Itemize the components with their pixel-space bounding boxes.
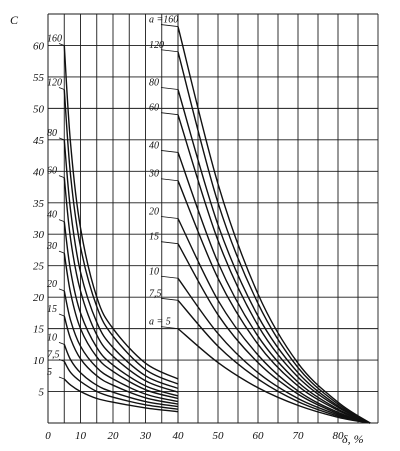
x-tick-label: 30 <box>139 430 152 442</box>
curve-label-left-2: 80 <box>47 128 57 139</box>
curve-label-left-1: 120 <box>47 78 62 89</box>
curve-left-5 <box>63 252 179 400</box>
curve-label-right-2: 80 <box>149 78 159 89</box>
curve-label-left-9: 7,5 <box>47 349 60 360</box>
curve-left-3 <box>63 177 179 393</box>
curve-label-left-6: 20 <box>47 279 57 290</box>
curve-right-7 <box>177 243 371 424</box>
label-leader <box>160 241 179 245</box>
curve-labels: 160 120 80 60 40 30 20 15 10 7,5 5 a =160 120 80 60 40 3… <box>46 15 179 380</box>
curve-left-1 <box>63 89 179 385</box>
curve-label-right-6: 20 <box>149 207 159 218</box>
curve-label-right-8: 10 <box>149 266 159 277</box>
curve-right-8 <box>177 277 371 424</box>
label-leader <box>160 112 179 116</box>
curve-right-2 <box>177 89 371 424</box>
curve-label-left-7: 15 <box>47 304 57 315</box>
x-tick-label: 0 <box>45 430 51 442</box>
curve-label-right-1: 120 <box>149 40 164 51</box>
label-leader <box>58 137 65 141</box>
curve-label-right-4: 40 <box>149 140 159 151</box>
curve-right-0 <box>177 26 371 424</box>
label-leader <box>58 376 65 380</box>
curve-label-left-0: 160 <box>47 33 62 44</box>
x-tick-label: 60 <box>253 430 265 442</box>
label-leader <box>58 43 65 46</box>
curve-left-10 <box>63 378 179 413</box>
curve-label-right-10: a = 5 <box>149 317 171 328</box>
y-tick-label: 35 <box>32 198 45 210</box>
curve-left-4 <box>63 221 179 397</box>
label-leader <box>160 216 179 219</box>
curves <box>63 26 371 424</box>
curve-left-6 <box>63 290 179 403</box>
label-leader <box>58 358 65 362</box>
y-tick-label: 20 <box>33 292 45 304</box>
label-leader <box>58 313 65 317</box>
curve-left-9 <box>63 360 179 410</box>
curve-right-1 <box>177 51 371 424</box>
x-tick-label: 10 <box>75 430 87 442</box>
x-tick-label: 20 <box>108 430 120 442</box>
x-tick-label: 50 <box>213 430 225 442</box>
curve-right-9 <box>177 299 371 424</box>
curve-left-8 <box>63 344 179 408</box>
curve-label-left-5: 30 <box>46 241 57 252</box>
y-tick-label: 30 <box>32 229 45 241</box>
label-leader <box>58 219 65 223</box>
x-tick-label: 80 <box>333 430 345 442</box>
y-tick-label: 45 <box>33 135 45 147</box>
curve-label-left-4: 40 <box>47 210 57 221</box>
label-leader <box>58 341 65 345</box>
y-tick-label: 5 <box>39 387 45 399</box>
label-leader <box>160 178 179 182</box>
curve-left-7 <box>63 315 179 405</box>
y-tick-label: 10 <box>33 355 45 367</box>
label-leader <box>160 150 179 153</box>
x-tick-label: 40 <box>173 430 185 442</box>
curve-left-0 <box>63 45 179 380</box>
x-axis-label: δ, % <box>342 432 364 446</box>
curve-label-right-7: 15 <box>149 232 159 243</box>
curve-label-right-9: 7,5 <box>149 288 162 299</box>
curve-label-left-3: 60 <box>47 166 57 177</box>
curve-left-2 <box>63 139 179 390</box>
label-leader <box>58 175 65 178</box>
curve-label-right-5: 30 <box>148 169 159 180</box>
curve-right-10 <box>177 328 371 424</box>
curve-right-5 <box>177 180 371 424</box>
y-tick-label: 50 <box>33 103 45 115</box>
grid <box>47 13 379 424</box>
label-leader <box>160 297 179 301</box>
label-leader <box>160 49 179 53</box>
y-tick-label: 60 <box>33 40 45 52</box>
y-tick-label: 25 <box>33 261 45 273</box>
curve-label-right-0: a =160 <box>149 15 178 26</box>
y-axis-label: C <box>10 13 19 27</box>
curve-label-left-8: 10 <box>47 332 57 343</box>
label-leader <box>160 24 179 27</box>
label-leader <box>58 87 65 90</box>
y-tick-label: 55 <box>33 72 45 84</box>
label-leader <box>160 87 179 90</box>
label-leader <box>58 250 65 254</box>
y-tick-label: 40 <box>33 166 45 178</box>
label-leader <box>160 275 179 279</box>
curve-right-6 <box>177 218 371 424</box>
curve-label-left-10: 5 <box>47 367 52 378</box>
curve-right-3 <box>177 114 371 424</box>
label-leader <box>58 288 65 292</box>
label-leader <box>160 326 179 330</box>
curve-label-right-3: 60 <box>149 103 159 114</box>
x-tick-label: 70 <box>293 430 305 442</box>
curve-right-4 <box>177 152 371 424</box>
y-tick-label: 15 <box>33 324 45 336</box>
